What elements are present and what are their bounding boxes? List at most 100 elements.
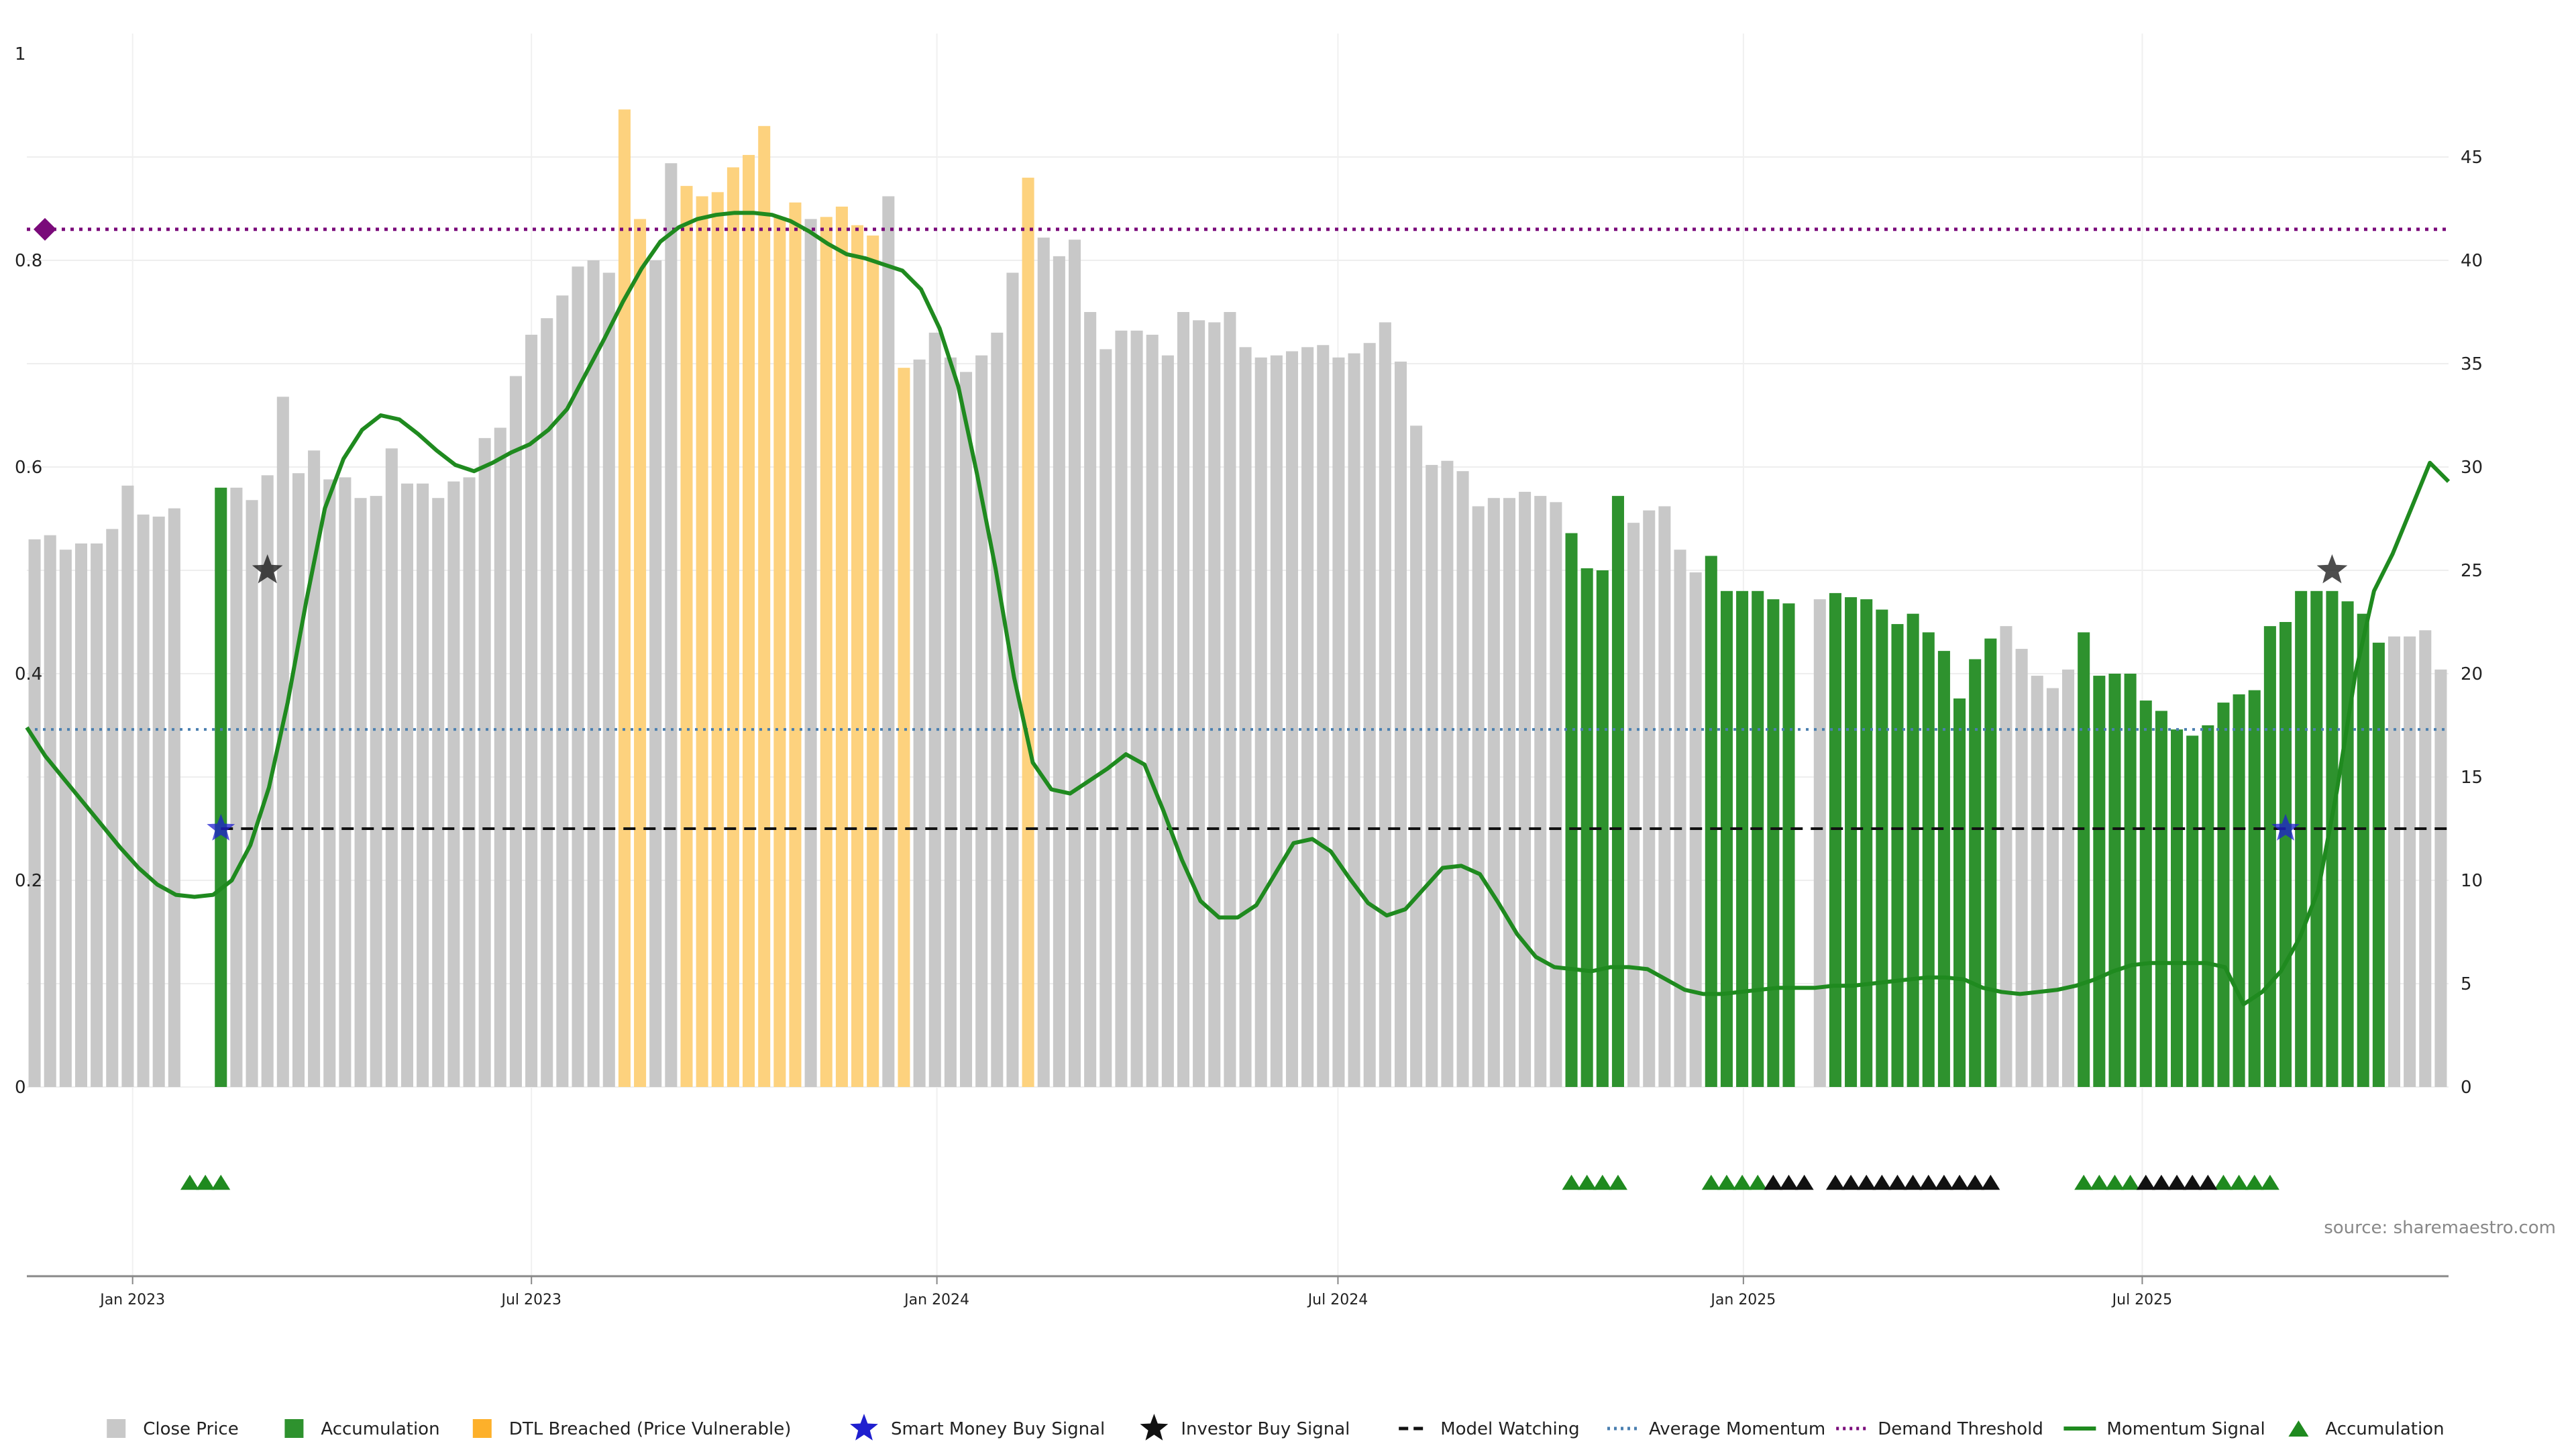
accumulation-triangle-icon <box>211 1174 231 1190</box>
close-price-bar <box>447 481 460 1087</box>
left-axis-tick-label: 0.2 <box>15 871 42 891</box>
close-price-bar <box>137 514 150 1087</box>
accumulation-bar <box>2139 701 2152 1087</box>
close-price-bar <box>1348 353 1360 1087</box>
legend-label: Demand Threshold <box>1878 1419 2043 1439</box>
dtl-breached-bar <box>743 154 755 1087</box>
accumulation-bar <box>2357 613 2369 1087</box>
legend-label: Model Watching <box>1440 1419 1579 1439</box>
dtl-breached-bar <box>835 206 848 1087</box>
close-price-bar <box>230 487 243 1087</box>
accumulation-triangle-icon <box>1934 1174 1953 1190</box>
dtl-breached-bar <box>898 368 910 1088</box>
accumulation-triangle-icon <box>1764 1174 1783 1190</box>
close-price-bar <box>665 163 678 1088</box>
legend-label: Momentum Signal <box>2106 1419 2265 1439</box>
accumulation-triangle-icon <box>1825 1174 1845 1190</box>
close-price-bar <box>1053 256 1065 1088</box>
x-axis-tick-label: Jul 2025 <box>2111 1292 2173 1308</box>
dtl-breached-bar <box>1022 177 1034 1087</box>
close-price-bar <box>1099 349 1112 1088</box>
close-price-bar <box>541 318 553 1087</box>
close-price-bar <box>602 272 615 1088</box>
close-price-bar <box>74 543 88 1087</box>
legend-item: Accumulation <box>2288 1419 2445 1439</box>
accumulation-bar <box>1580 568 1593 1087</box>
accumulation-triangle-icon <box>1903 1174 1923 1190</box>
right-axis-tick-label: 20 <box>2461 664 2483 684</box>
close-price-bar <box>1115 330 1128 1088</box>
close-price-bar <box>1177 312 1190 1087</box>
close-price-bar <box>121 485 134 1087</box>
close-price-bar <box>572 266 584 1087</box>
accumulation-bar <box>2233 694 2245 1087</box>
close-price-bar <box>960 372 973 1087</box>
accumulation-bar <box>2078 632 2090 1087</box>
close-price-bar <box>1643 510 1656 1087</box>
accumulation-bar <box>2310 590 2323 1087</box>
close-price-bar <box>2015 649 2028 1087</box>
close-price-bar <box>975 355 988 1088</box>
close-price-bar <box>1084 312 1097 1087</box>
legend-star-icon <box>1140 1414 1169 1441</box>
accumulation-triangle-icon <box>2214 1174 2233 1190</box>
close-price-bar <box>1410 425 1423 1087</box>
close-price-bar <box>804 219 817 1087</box>
accumulation-bar <box>1953 698 1966 1087</box>
accumulation-bar <box>2295 590 2308 1087</box>
accumulation-triangle-icon <box>2151 1174 2171 1190</box>
right-axis-tick-label: 25 <box>2461 561 2483 581</box>
legend-star-icon <box>850 1414 878 1441</box>
accumulation-bar <box>2217 703 2230 1087</box>
close-price-bar <box>2387 636 2401 1087</box>
dtl-breached-bar <box>727 167 739 1087</box>
investor-buy-star-icon <box>252 554 283 584</box>
accumulation-bar <box>2326 590 2339 1087</box>
accumulation-triangle-icon <box>1857 1174 1876 1190</box>
close-price-bar <box>276 397 289 1087</box>
close-price-bar <box>991 332 1004 1087</box>
accumulation-bar <box>2202 725 2214 1087</box>
close-price-bar <box>400 483 413 1087</box>
close-price-bar <box>2404 636 2416 1087</box>
accumulation-triangle-icon <box>1577 1174 1597 1190</box>
x-axis-tick-label: Jul 2023 <box>500 1292 561 1308</box>
accumulation-bar <box>1736 590 1749 1087</box>
accumulation-triangle-icon <box>196 1174 215 1190</box>
right-axis-tick-label: 10 <box>2461 871 2483 891</box>
close-price-bar <box>649 260 662 1087</box>
close-price-bar <box>1487 498 1500 1087</box>
accumulation-bar <box>2341 601 2354 1087</box>
right-axis-tick-label: 30 <box>2461 458 2483 478</box>
accumulation-triangle-icon <box>1919 1174 1938 1190</box>
demand-threshold-diamond <box>34 217 56 241</box>
close-price-bar <box>168 508 180 1087</box>
close-price-bar <box>91 543 103 1087</box>
close-price-bar <box>1363 343 1376 1088</box>
legend-item: Investor Buy Signal <box>1140 1414 1350 1441</box>
accumulation-triangle-icon <box>2074 1174 2094 1190</box>
close-price-bar <box>944 357 957 1087</box>
close-price-bar <box>354 498 367 1087</box>
close-price-bar <box>1317 345 1330 1087</box>
close-price-bar <box>44 535 56 1087</box>
accumulation-triangle-icon <box>2090 1174 2109 1190</box>
smart-money-buy-star-icon <box>2271 814 2300 841</box>
right-axis-tick-label: 35 <box>2461 354 2483 374</box>
legend-label: Smart Money Buy Signal <box>891 1419 1105 1439</box>
lines-layer <box>25 211 2451 1006</box>
close-price-bar <box>928 332 941 1087</box>
dtl-breached-bar <box>820 217 833 1087</box>
close-price-bar <box>1301 347 1314 1087</box>
close-price-bar <box>246 500 258 1087</box>
accumulation-bar <box>2263 626 2276 1087</box>
close-price-bar <box>1658 506 1671 1087</box>
close-price-bar <box>587 260 600 1087</box>
close-price-bar <box>1503 498 1515 1087</box>
left-axis-tick-label: 0.6 <box>15 458 42 478</box>
accumulation-triangle-icon <box>1593 1174 1612 1190</box>
dtl-breached-bar <box>711 192 724 1087</box>
accumulation-triangle-icon <box>1779 1174 1799 1190</box>
close-price-bar <box>1674 550 1686 1087</box>
